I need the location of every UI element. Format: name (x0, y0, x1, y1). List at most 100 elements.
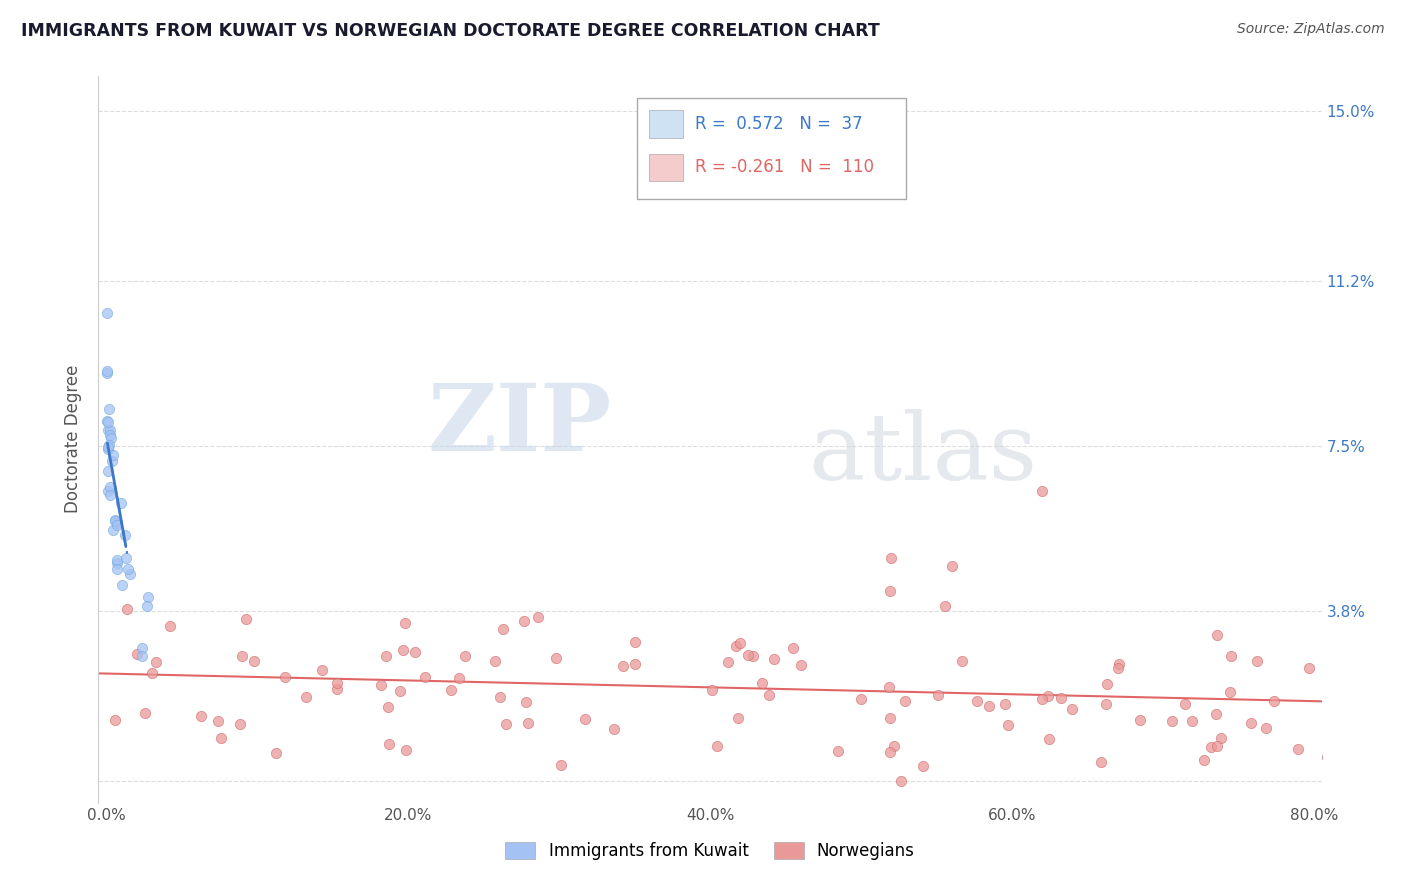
Point (97, 415, 120, 429)
Point (994, 698, 1017, 712)
Point (97, 464, 120, 478)
Point (762, 652, 785, 666)
Text: R = -0.261   N =  110: R = -0.261 N = 110 (696, 159, 875, 177)
Point (1031, 691, 1053, 706)
Point (880, 550, 903, 565)
Point (115, 551, 138, 566)
Point (294, 690, 316, 704)
Point (624, 634, 647, 648)
Point (950, 654, 973, 668)
Point (1199, 740, 1222, 755)
Point (1181, 714, 1204, 728)
Point (827, 744, 849, 758)
Point (117, 561, 139, 575)
Legend: Immigrants from Kuwait, Norwegians: Immigrants from Kuwait, Norwegians (499, 836, 921, 867)
Point (728, 635, 751, 649)
Point (120, 566, 142, 581)
Point (243, 654, 266, 668)
Point (515, 695, 537, 709)
Point (404, 645, 426, 659)
Point (190, 708, 212, 723)
Point (98, 488, 121, 502)
Point (228, 716, 250, 731)
Point (440, 683, 463, 698)
Point (527, 610, 550, 624)
Point (97, 442, 120, 456)
Point (1031, 483, 1053, 498)
Point (377, 700, 399, 714)
FancyBboxPatch shape (637, 97, 905, 200)
Point (127, 647, 149, 661)
Point (782, 640, 804, 655)
Point (159, 619, 181, 633)
Point (758, 688, 780, 702)
Point (1160, 714, 1182, 729)
Point (131, 649, 153, 664)
Point (101, 524, 124, 538)
Point (1263, 694, 1285, 708)
Point (912, 759, 935, 773)
Point (879, 584, 901, 599)
Point (209, 731, 232, 746)
Point (391, 642, 413, 657)
Point (145, 655, 167, 669)
Point (883, 739, 905, 754)
Point (513, 615, 536, 629)
Point (1286, 742, 1309, 756)
Point (1108, 657, 1130, 672)
Point (107, 553, 129, 567)
Point (1090, 756, 1112, 770)
Point (1036, 689, 1059, 703)
Point (110, 496, 132, 510)
Point (894, 693, 917, 707)
Text: IMMIGRANTS FROM KUWAIT VS NORWEGIAN DOCTORATE DEGREE CORRELATION CHART: IMMIGRANTS FROM KUWAIT VS NORWEGIAN DOCT… (21, 22, 880, 40)
Point (517, 716, 540, 731)
Point (879, 745, 901, 759)
Point (979, 699, 1001, 714)
FancyBboxPatch shape (648, 110, 683, 137)
Text: R =  0.572   N =  37: R = 0.572 N = 37 (696, 115, 863, 133)
Point (97, 440, 120, 454)
Point (966, 694, 988, 708)
Point (1254, 721, 1277, 735)
Point (264, 747, 287, 761)
Point (231, 648, 253, 663)
Point (724, 640, 747, 654)
Point (1038, 731, 1060, 746)
Point (1209, 731, 1232, 745)
Point (737, 648, 759, 662)
Point (1095, 677, 1118, 691)
Point (394, 616, 416, 631)
Point (790, 657, 813, 672)
Point (115, 602, 138, 616)
Point (274, 670, 297, 684)
Point (1095, 698, 1118, 712)
Point (927, 689, 949, 703)
Point (1246, 654, 1268, 668)
Point (877, 680, 900, 694)
Point (1315, 750, 1337, 764)
Point (97, 401, 120, 416)
Point (375, 648, 398, 663)
Point (1219, 648, 1241, 663)
Y-axis label: Doctorate Degree: Doctorate Degree (65, 365, 83, 514)
Point (235, 612, 257, 626)
Point (492, 622, 515, 636)
Point (103, 713, 125, 727)
Point (997, 718, 1019, 732)
Point (378, 737, 401, 751)
Text: atlas: atlas (808, 409, 1038, 499)
Point (1129, 713, 1152, 727)
Point (111, 577, 134, 591)
Point (134, 706, 156, 721)
Point (114, 528, 136, 542)
Point (934, 599, 956, 614)
Point (447, 672, 470, 686)
Point (100, 431, 122, 445)
Point (105, 562, 128, 576)
Point (612, 659, 634, 673)
Point (105, 516, 128, 530)
Text: ZIP: ZIP (427, 380, 612, 470)
Point (100, 453, 122, 467)
Point (98, 423, 121, 437)
